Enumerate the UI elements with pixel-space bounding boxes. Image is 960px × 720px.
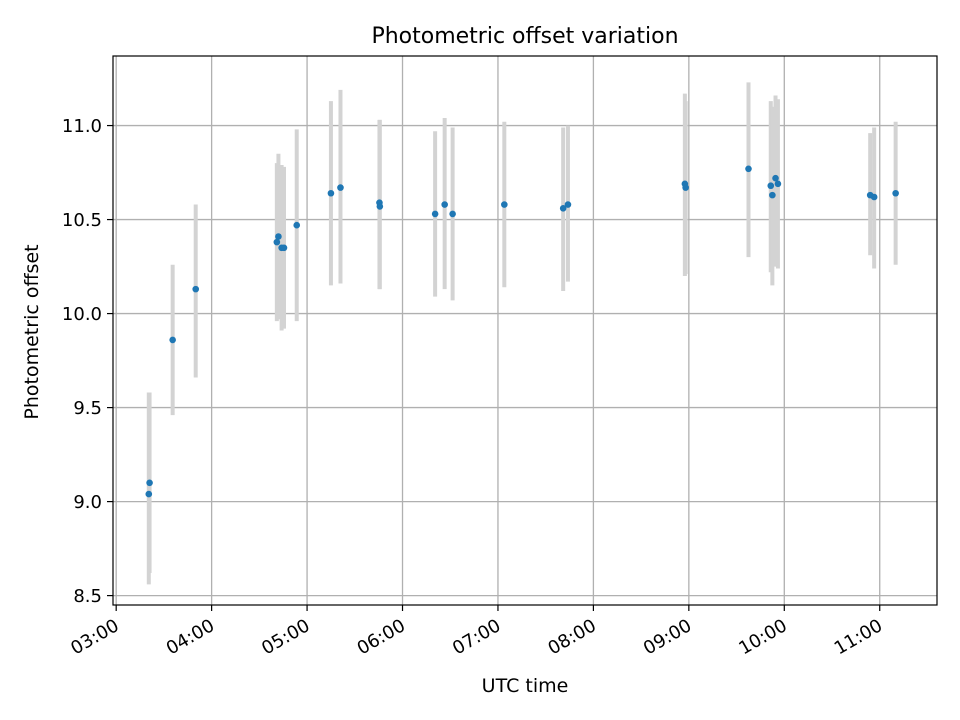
data-point	[441, 201, 448, 208]
y-axis-label: Photometric offset	[21, 244, 43, 419]
y-tick-label: 11.0	[62, 116, 102, 137]
data-point	[772, 174, 779, 182]
y-tick-label: 10.5	[62, 210, 102, 231]
x-axis-label: UTC time	[482, 675, 569, 697]
data-point	[337, 184, 344, 191]
data-point	[682, 184, 689, 191]
data-point	[769, 191, 776, 199]
data-point	[774, 180, 782, 188]
y-tick-label: 9.5	[73, 398, 102, 419]
data-point	[431, 210, 439, 218]
plot-frame	[112, 55, 938, 606]
data-point	[559, 204, 567, 212]
data-point	[145, 490, 153, 498]
grid-lines	[113, 56, 937, 605]
data-point	[293, 221, 301, 229]
data-point	[192, 285, 200, 293]
data-point	[892, 189, 899, 197]
data-point	[870, 193, 878, 201]
y-tick-label: 8.5	[73, 586, 102, 607]
data-points	[145, 165, 899, 498]
y-tick-label: 10.0	[62, 304, 102, 325]
data-point	[501, 201, 508, 208]
data-point	[449, 210, 456, 218]
data-point	[146, 479, 153, 487]
data-point	[327, 189, 335, 197]
y-tick-label: 9.0	[73, 492, 102, 513]
data-point	[767, 182, 775, 190]
chart-title: Photometric offset variation	[371, 24, 678, 49]
data-point	[564, 201, 572, 208]
data-point	[275, 233, 282, 240]
data-point	[280, 244, 288, 252]
data-point	[169, 336, 176, 344]
data-point	[745, 165, 752, 173]
data-point	[376, 203, 384, 210]
data-point	[273, 238, 281, 246]
